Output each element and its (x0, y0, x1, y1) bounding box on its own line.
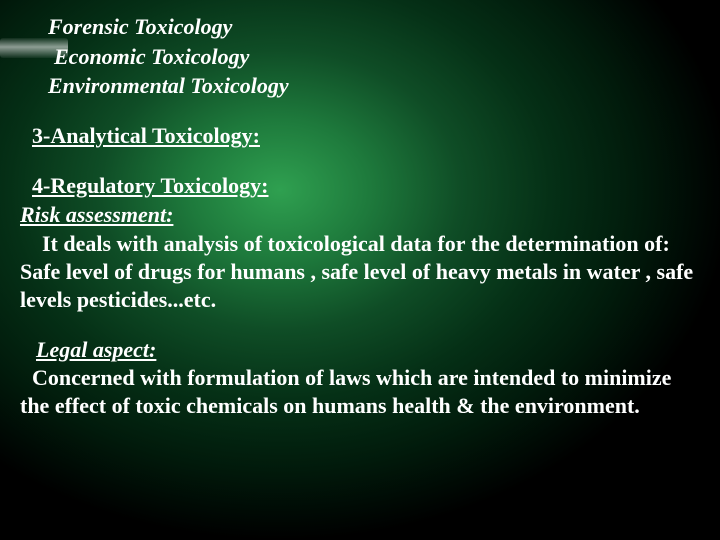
sub-heading: Risk assessment: (10, 200, 710, 230)
list-item: Economic Toxicology (10, 42, 710, 72)
spacer (10, 101, 710, 121)
body-text: Concerned with formulation of laws which… (10, 364, 710, 420)
body-text: It deals with analysis of toxicological … (10, 230, 710, 314)
section-heading: 3-Analytical Toxicology: (10, 121, 710, 151)
slide: Forensic Toxicology Economic Toxicology … (0, 0, 720, 540)
list-item: Forensic Toxicology (10, 12, 710, 42)
body-text-content: Concerned with formulation of laws which… (20, 365, 671, 418)
sub-heading: Legal aspect: (10, 335, 710, 365)
accent-bar-icon (0, 38, 68, 58)
body-text-content: It deals with analysis of toxicological … (20, 231, 693, 312)
spacer (10, 151, 710, 171)
spacer (10, 315, 710, 335)
section-heading: 4-Regulatory Toxicology: (10, 171, 710, 201)
list-item: Environmental Toxicology (10, 71, 710, 101)
